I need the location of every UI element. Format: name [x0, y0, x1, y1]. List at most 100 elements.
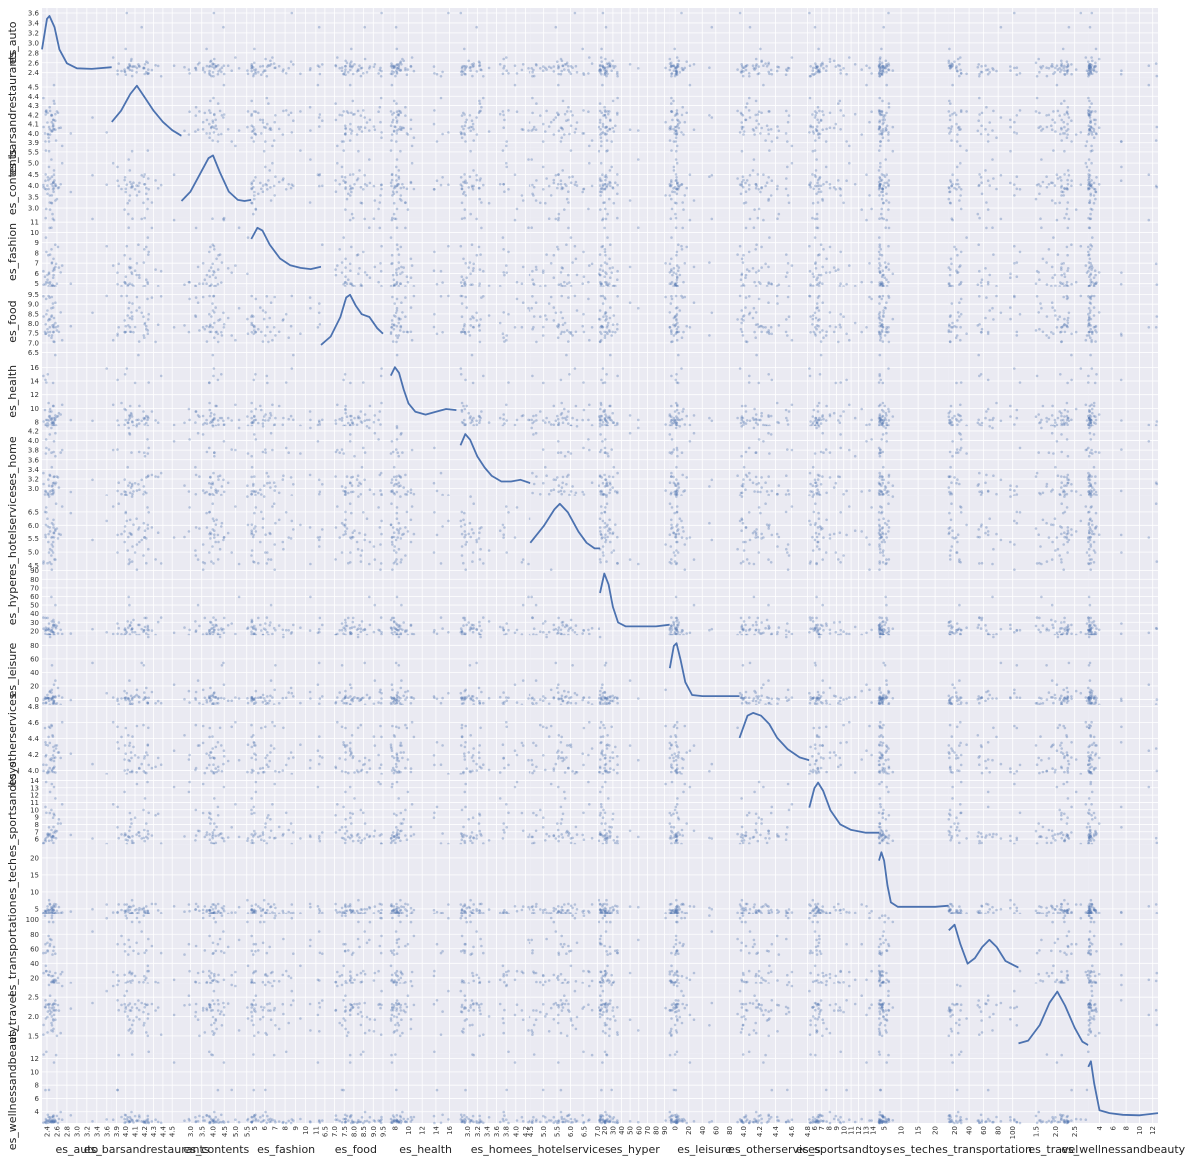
- scatter-point: [394, 315, 397, 318]
- scatter-point: [111, 56, 115, 59]
- scatter-point: [389, 124, 393, 127]
- scatter-point: [260, 73, 263, 76]
- scatter-point: [985, 105, 988, 109]
- scatter-point: [567, 105, 570, 109]
- scatter-point: [567, 340, 570, 343]
- scatter-point: [347, 278, 350, 282]
- cell-background: [739, 77, 810, 148]
- scatter-point: [530, 129, 533, 132]
- scatter-point: [358, 267, 361, 270]
- scatter-point: [230, 69, 233, 72]
- scatter-point: [1088, 169, 1091, 172]
- scatter-point: [377, 72, 380, 75]
- scatter-point: [999, 25, 1003, 29]
- scatter-point: [811, 216, 814, 220]
- scatter-point: [1070, 140, 1073, 143]
- scatter-point: [404, 201, 407, 205]
- scatter-point: [379, 75, 383, 78]
- scatter-point: [505, 69, 509, 72]
- cell-es-barsandrestaurants-vs-es-leisure: [668, 77, 740, 148]
- scatter-point: [1050, 301, 1054, 305]
- scatter-point: [604, 70, 607, 73]
- scatter-point: [1063, 113, 1066, 116]
- scatter-point: [683, 194, 687, 197]
- scatter-point: [767, 199, 770, 202]
- scatter-point: [1047, 248, 1051, 251]
- cell-es-auto-vs-es-fashion: [250, 8, 322, 78]
- scatter-point: [598, 318, 602, 321]
- scatter-point: [956, 271, 960, 274]
- scatter-point: [604, 72, 607, 75]
- scatter-point: [53, 102, 56, 105]
- scatter-point: [470, 119, 474, 122]
- scatter-point: [220, 70, 223, 74]
- scatter-point: [767, 301, 770, 305]
- scatter-point: [815, 278, 818, 282]
- scatter-point: [222, 72, 226, 76]
- scatter-point: [253, 197, 256, 201]
- scatter-point: [612, 314, 616, 317]
- scatter-point: [571, 334, 574, 337]
- scatter-point: [439, 269, 443, 273]
- scatter-point: [744, 181, 747, 185]
- scatter-point: [760, 111, 763, 115]
- scatter-point: [392, 99, 396, 103]
- scatter-point: [616, 111, 619, 115]
- scatter-point: [754, 57, 758, 61]
- scatter-point: [710, 173, 714, 177]
- scatter-point: [130, 183, 133, 186]
- scatter-point: [825, 330, 828, 334]
- scatter-point: [1063, 275, 1067, 279]
- scatter-point: [392, 70, 396, 74]
- cell-es-contents-vs-es-tech: [877, 147, 949, 218]
- scatter-point: [1088, 132, 1091, 135]
- scatter-point: [559, 57, 563, 61]
- scatter-point: [664, 295, 667, 299]
- scatter-point: [1094, 273, 1097, 277]
- scatter-point: [264, 57, 267, 61]
- scatter-point: [563, 63, 567, 66]
- scatter-point: [348, 64, 352, 67]
- scatter-point: [503, 64, 506, 68]
- scatter-point: [1087, 312, 1090, 316]
- scatter-point: [46, 278, 49, 282]
- scatter-point: [607, 321, 610, 325]
- scatter-point: [373, 128, 377, 131]
- scatter-point: [532, 185, 536, 189]
- scatter-point: [334, 273, 338, 277]
- scatter-point: [1060, 64, 1063, 67]
- scatter-point: [598, 340, 602, 344]
- scatter-point: [284, 109, 288, 112]
- scatter-point: [397, 321, 401, 325]
- scatter-point: [264, 183, 267, 186]
- scatter-point: [554, 311, 558, 315]
- scatter-point: [1037, 126, 1040, 129]
- scatter-point: [250, 67, 253, 70]
- scatter-point: [878, 183, 882, 186]
- scatter-point: [616, 295, 619, 298]
- scatter-point: [266, 122, 269, 126]
- scatter-point: [400, 265, 403, 269]
- scatter-point: [316, 173, 320, 176]
- scatter-point: [599, 264, 603, 267]
- scatter-point: [44, 149, 48, 152]
- scatter-point: [52, 190, 55, 193]
- scatter-point: [601, 125, 605, 128]
- scatter-point: [1038, 70, 1041, 74]
- scatter-point: [588, 338, 591, 342]
- scatter-point: [670, 297, 674, 301]
- scatter-point: [143, 63, 147, 66]
- scatter-point: [1055, 83, 1059, 87]
- scatter-point: [609, 276, 612, 280]
- scatter-point: [1074, 133, 1078, 136]
- scatter-point: [559, 332, 563, 336]
- scatter-point: [146, 72, 150, 76]
- scatter-point: [601, 65, 605, 69]
- scatter-point: [675, 327, 679, 331]
- scatter-point: [1154, 62, 1158, 65]
- scatter-point: [1090, 161, 1093, 165]
- scatter-point: [882, 311, 885, 315]
- scatter-point: [257, 192, 260, 196]
- scatter-point: [557, 129, 561, 133]
- scatter-point: [808, 244, 811, 248]
